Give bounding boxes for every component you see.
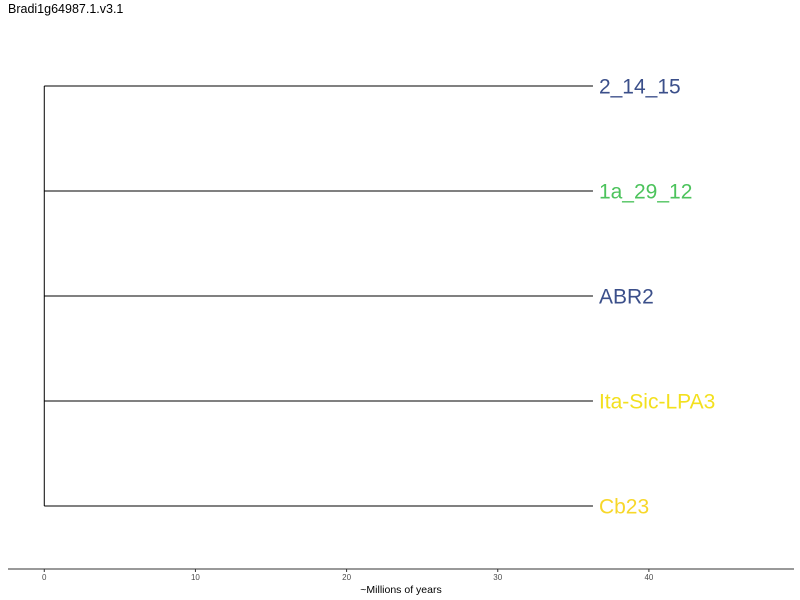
axis-tick-label: 30 (493, 573, 502, 582)
axis-tick-label: 0 (42, 573, 47, 582)
tree-tip-labels: 2_14_15 1a_29_12 ABR2 Ita-Sic-LPA3 Cb23 (599, 76, 715, 519)
tip-label: Ita-Sic-LPA3 (599, 391, 715, 414)
axis-ticks: 0 10 20 30 40 (42, 569, 654, 582)
tip-label: ABR2 (599, 286, 654, 309)
axis-title: ~Millions of years (360, 584, 441, 596)
axis-tick-label: 10 (191, 573, 200, 582)
tip-label: 2_14_15 (599, 76, 681, 99)
time-axis: 0 10 20 30 40 ~Millions of years (8, 568, 794, 596)
axis-tick-label: 40 (644, 573, 653, 582)
page-title: Bradi1g64987.1.v3.1 (8, 2, 124, 16)
tree-branches (43, 85, 593, 507)
axis-tick-label: 20 (342, 573, 351, 582)
tip-label: Cb23 (599, 496, 649, 519)
tip-label: 1a_29_12 (599, 181, 692, 204)
